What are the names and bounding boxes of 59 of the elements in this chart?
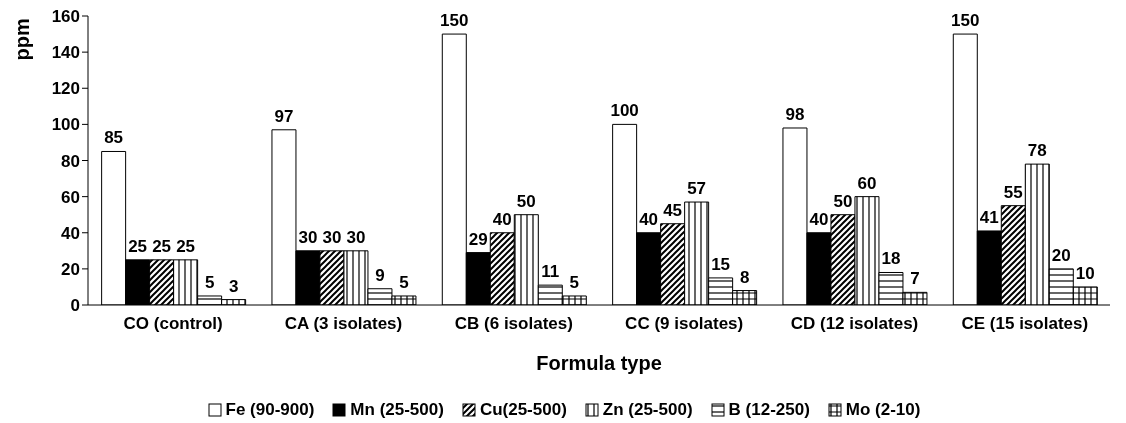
data-label: 30: [322, 227, 342, 247]
data-label: 45: [663, 200, 683, 220]
data-label: 85: [104, 128, 124, 148]
data-label: 5: [569, 272, 580, 292]
data-label: 30: [298, 227, 318, 247]
data-label: 97: [274, 106, 294, 126]
y-tick-label: 80: [61, 151, 80, 171]
y-tick-label: 60: [61, 187, 80, 207]
data-label: 5: [399, 272, 409, 292]
data-label: 3: [228, 276, 239, 296]
legend-label: Fe (90-900): [225, 400, 315, 420]
data-label: 40: [809, 209, 829, 229]
x-tick-label: CC (9 isolates): [625, 314, 744, 334]
y-tick-label: 100: [51, 115, 80, 135]
y-axis-title: ppm: [11, 18, 34, 61]
data-label: 9: [375, 265, 385, 285]
data-label: 8: [739, 267, 750, 287]
data-label: 20: [1051, 245, 1071, 265]
x-tick-label: CO (control): [123, 314, 223, 334]
data-label: 55: [1003, 182, 1023, 202]
legend-label: Zn (25-500): [602, 400, 693, 420]
y-tick-label: 160: [51, 7, 80, 27]
data-label: 150: [440, 11, 469, 31]
data-label: 98: [785, 104, 805, 124]
data-label: 40: [639, 209, 659, 229]
legend-label: Mn (25-500): [350, 400, 444, 420]
data-label: 41: [979, 207, 999, 227]
x-tick-label: CD (12 isolates): [790, 314, 919, 334]
data-label: 11: [541, 262, 560, 282]
data-label: 25: [176, 236, 196, 256]
y-tick-label: 120: [51, 79, 80, 99]
data-label: 29: [468, 229, 488, 249]
x-tick-label: CE (15 isolates): [961, 314, 1089, 334]
data-label: 78: [1027, 141, 1047, 161]
data-label: 25: [128, 236, 148, 256]
y-tick-label: 20: [61, 259, 80, 279]
data-label: 57: [687, 179, 707, 199]
data-label: 10: [1075, 263, 1095, 283]
data-label: 100: [610, 101, 639, 121]
data-label: 150: [951, 11, 980, 31]
data-label: 5: [204, 272, 215, 292]
data-label: 15: [711, 254, 731, 274]
legend-label: Cu(25-500): [479, 400, 567, 420]
data-label: 25: [152, 236, 172, 256]
data-label: 50: [516, 191, 536, 211]
data-label: 18: [881, 249, 901, 269]
y-tick-label: 140: [51, 43, 80, 63]
x-tick-label: CA (3 isolates): [284, 314, 403, 334]
x-tick-label: CB (6 isolates): [454, 314, 573, 334]
y-tick-label: 40: [61, 223, 80, 243]
data-label: 40: [492, 209, 512, 229]
x-axis-title: Formula type: [536, 352, 662, 374]
legend-label: B (12-250): [728, 400, 810, 420]
data-label: 7: [910, 269, 920, 289]
data-label: 50: [833, 191, 853, 211]
legend-label: Mo (2-10): [845, 400, 921, 420]
data-label: 30: [346, 227, 366, 247]
y-tick-label: 0: [70, 296, 80, 316]
data-label: 60: [857, 173, 877, 193]
